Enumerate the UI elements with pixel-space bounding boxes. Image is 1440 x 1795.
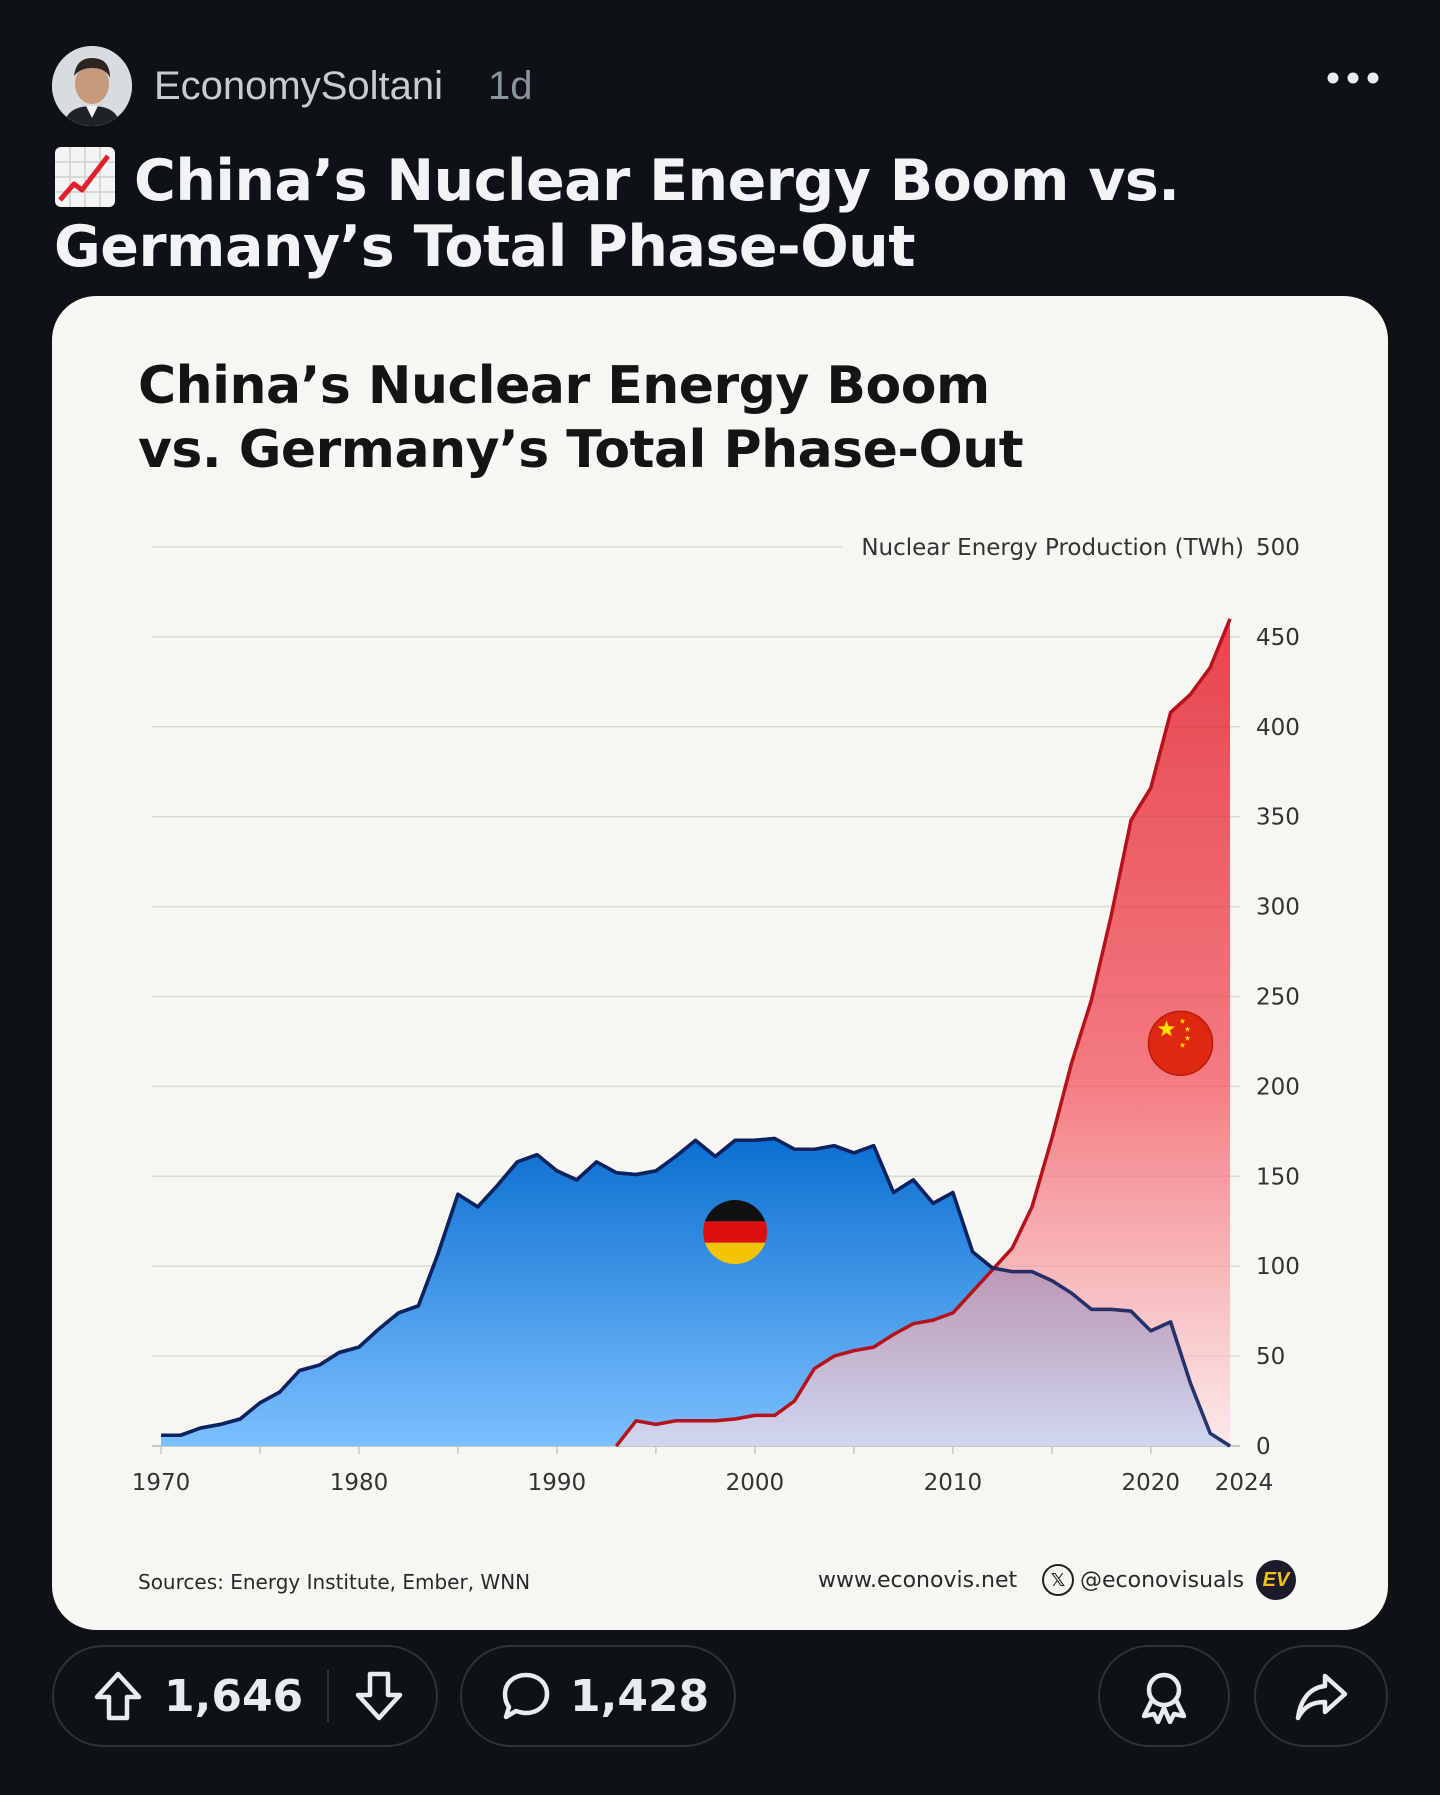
comment-count: 1,428 (570, 1670, 710, 1722)
y-tick-label-350: 350 (1256, 805, 1300, 831)
nuclear-production-chart: 0 50 100 150 200 250 300 350 400 450 500 Nuclear En… (132, 535, 1300, 1496)
post-age: 1d (488, 64, 533, 108)
handle-text: @econovisuals (1080, 1567, 1245, 1593)
chart-title-line-1: China’s Nuclear Energy Boom (138, 356, 990, 416)
upvote-button[interactable] (92, 1670, 144, 1722)
downvote-button[interactable] (353, 1670, 405, 1722)
china-flag-small-star-2 (1184, 1026, 1191, 1032)
x-tick-label-1980: 1980 (330, 1470, 389, 1496)
share-arrow-icon (1295, 1673, 1348, 1721)
germany-flag-stripe-gold (703, 1242, 768, 1265)
comment-bubble-icon (502, 1672, 550, 1720)
chart-website: www.econovis.net (818, 1568, 1018, 1593)
downvote-arrow-icon (355, 1671, 403, 1721)
y-tick-label-500: 500 (1256, 535, 1300, 561)
comment-icon-wrap (500, 1670, 552, 1722)
award-button[interactable] (1098, 1645, 1230, 1747)
share-button[interactable] (1254, 1645, 1388, 1747)
post-title-text: China’s Nuclear Energy Boom vs. Germany’… (54, 148, 1180, 280)
x-tick-label-2024: 2024 (1215, 1470, 1274, 1496)
upvote-arrow-icon (94, 1671, 142, 1721)
avatar-portrait (52, 46, 132, 126)
y-tick-label-150: 150 (1256, 1164, 1300, 1190)
x-logo-icon: 𝕏 (1042, 1564, 1074, 1596)
y-tick-label-100: 100 (1256, 1254, 1300, 1280)
y-tick-label-0: 0 (1256, 1434, 1271, 1460)
y-tick-label-200: 200 (1256, 1074, 1300, 1100)
post-title[interactable]: China’s Nuclear Energy Boom vs. Germany’… (54, 146, 1394, 280)
x-tick-label-1990: 1990 (528, 1470, 587, 1496)
china-flag-small-star-3 (1184, 1035, 1191, 1041)
china-flag-big-star (1157, 1020, 1176, 1037)
china-flag-small-star-4 (1179, 1042, 1186, 1048)
y-tick-label-300: 300 (1256, 895, 1300, 921)
x-tick-label-2000: 2000 (726, 1470, 785, 1496)
award-icon (1141, 1672, 1187, 1724)
chart-sources: Sources: Energy Institute, Ember, WNN (138, 1570, 531, 1594)
upvote-count: 1,646 (164, 1670, 304, 1722)
china-flag-small-star-1 (1179, 1018, 1186, 1024)
avatar[interactable] (52, 46, 132, 126)
more-options-icon[interactable] (1326, 68, 1380, 88)
china-line (614, 618, 1232, 1448)
germany-flag-stripe-black (703, 1200, 768, 1222)
germany-line-overlay (161, 1136, 1231, 1448)
post-action-bar: 1,646 1,428 (52, 1645, 1388, 1751)
chart-title-line-2: vs. Germany’s Total Phase-Out (138, 420, 1024, 480)
x-tick-label-1970: 1970 (132, 1470, 191, 1496)
germany-flag-icon (703, 1200, 768, 1265)
x-tick-label-2020: 2020 (1122, 1470, 1181, 1496)
x-tick-label-2010: 2010 (924, 1470, 983, 1496)
post-image-card[interactable]: China’s Nuclear Energy Boom vs. Germany’… (52, 296, 1388, 1630)
econovis-logo: EV (1256, 1560, 1296, 1600)
chart-increasing-icon (55, 147, 115, 207)
y-axis-label: Nuclear Energy Production (TWh) (861, 535, 1244, 561)
comments-button[interactable]: 1,428 (460, 1645, 736, 1747)
y-tick-label-450: 450 (1256, 625, 1300, 651)
y-tick-label-400: 400 (1256, 715, 1300, 741)
author-name[interactable]: EconomySoltani (154, 64, 444, 108)
y-tick-label-50: 50 (1256, 1344, 1285, 1370)
china-area (616, 618, 1230, 1446)
vote-control: 1,646 (52, 1645, 438, 1747)
post-header: EconomySoltani 1d (52, 46, 1388, 126)
vote-divider (327, 1670, 330, 1722)
germany-flag-stripe-red (703, 1221, 768, 1243)
y-tick-label-250: 250 (1256, 985, 1300, 1011)
chart-title: China’s Nuclear Energy Boom vs. Germany’… (138, 354, 1138, 482)
social-handle: 𝕏 @econovisuals (1042, 1564, 1244, 1596)
